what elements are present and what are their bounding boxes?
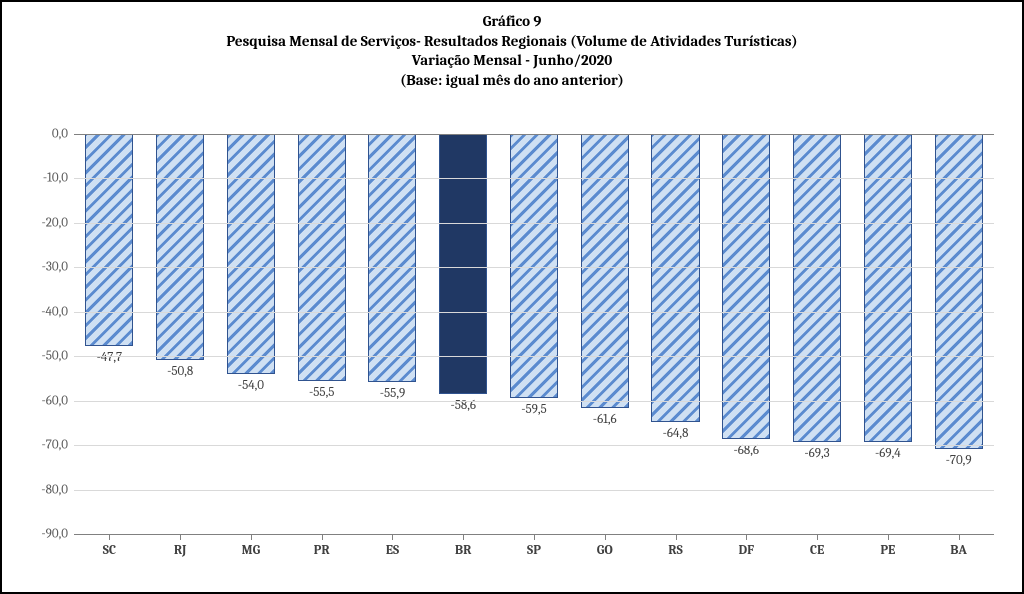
bar (722, 134, 770, 439)
chart-container: Gráfico 9 Pesquisa Mensal de Serviços- R… (0, 0, 1024, 594)
bar (793, 134, 841, 442)
value-label: -50,8 (145, 364, 216, 379)
value-label: -69,3 (782, 446, 853, 461)
xtick-label: RS (640, 535, 711, 564)
bar-slot: -55,5 (286, 134, 357, 534)
chart-title: Gráfico 9 Pesquisa Mensal de Serviços- R… (2, 2, 1022, 90)
bar-slot: -47,7 (74, 134, 145, 534)
xtick-label: PE (852, 535, 923, 564)
title-line-3: (Base: igual mês do ano anterior) (2, 71, 1022, 91)
ytick-label: -80,0 (22, 482, 68, 497)
ytick-label: -70,0 (22, 438, 68, 453)
ytick-label: -50,0 (22, 349, 68, 364)
ytick-label: -60,0 (22, 393, 68, 408)
gridline (74, 356, 994, 357)
xtick-label: SC (74, 535, 145, 564)
xtick-label: GO (569, 535, 640, 564)
bars-row: -47,7-50,8-54,0-55,5-55,9-58,6-59,5-61,6… (74, 134, 994, 534)
xtick-label: MG (216, 535, 287, 564)
bar (85, 134, 133, 346)
xtick-label: RJ (145, 535, 216, 564)
ytick-label: -40,0 (22, 304, 68, 319)
gridline (74, 134, 994, 135)
value-label: -59,5 (499, 402, 570, 417)
bar (156, 134, 204, 360)
value-label: -61,6 (569, 412, 640, 427)
bar (581, 134, 629, 408)
bar (510, 134, 558, 398)
plot-area: -47,7-50,8-54,0-55,5-55,9-58,6-59,5-61,6… (74, 134, 994, 534)
bar (864, 134, 912, 442)
bar (227, 134, 275, 374)
bar-slot: -50,8 (145, 134, 216, 534)
bar-slot: -69,4 (852, 134, 923, 534)
bar (368, 134, 416, 382)
xtick-label: BA (923, 535, 994, 564)
ytick-label: -90,0 (22, 527, 68, 542)
bar-slot: -61,6 (569, 134, 640, 534)
value-label: -55,5 (286, 385, 357, 400)
bar-slot: -54,0 (216, 134, 287, 534)
gridline (74, 267, 994, 268)
bar-slot: -64,8 (640, 134, 711, 534)
xtick-label: DF (711, 535, 782, 564)
ytick-label: -10,0 (22, 171, 68, 186)
value-label: -55,9 (357, 386, 428, 401)
xtick-label: ES (357, 535, 428, 564)
bar-slot: -68,6 (711, 134, 782, 534)
bar-slot: -59,5 (499, 134, 570, 534)
title-line-2: Variação Mensal - Junho/2020 (2, 51, 1022, 71)
title-line-1: Pesquisa Mensal de Serviços- Resultados … (2, 32, 1022, 52)
xtick-label: BR (428, 535, 499, 564)
value-label: -70,9 (923, 453, 994, 468)
value-label: -54,0 (216, 378, 287, 393)
gridline (74, 312, 994, 313)
bar-slot: -58,6 (428, 134, 499, 534)
gridline (74, 445, 994, 446)
bar-slot: -70,9 (923, 134, 994, 534)
bar (298, 134, 346, 381)
gridline (74, 178, 994, 179)
ytick-label: -20,0 (22, 215, 68, 230)
bar (935, 134, 983, 449)
gridline (74, 223, 994, 224)
xtick-label: PR (286, 535, 357, 564)
xtick-label: CE (782, 535, 853, 564)
title-line-0: Gráfico 9 (2, 12, 1022, 32)
value-label: -69,4 (852, 446, 923, 461)
value-label: -64,8 (640, 426, 711, 441)
x-axis: SCRJMGPRESBRSPGORSDFCEPEBA (74, 534, 994, 564)
gridline (74, 401, 994, 402)
bar (651, 134, 699, 422)
gridline (74, 490, 994, 491)
xtick-label: SP (499, 535, 570, 564)
ytick-label: 0,0 (22, 127, 68, 142)
bar-slot: -55,9 (357, 134, 428, 534)
ytick-label: -30,0 (22, 260, 68, 275)
value-label: -47,7 (74, 350, 145, 365)
bar-slot: -69,3 (782, 134, 853, 534)
